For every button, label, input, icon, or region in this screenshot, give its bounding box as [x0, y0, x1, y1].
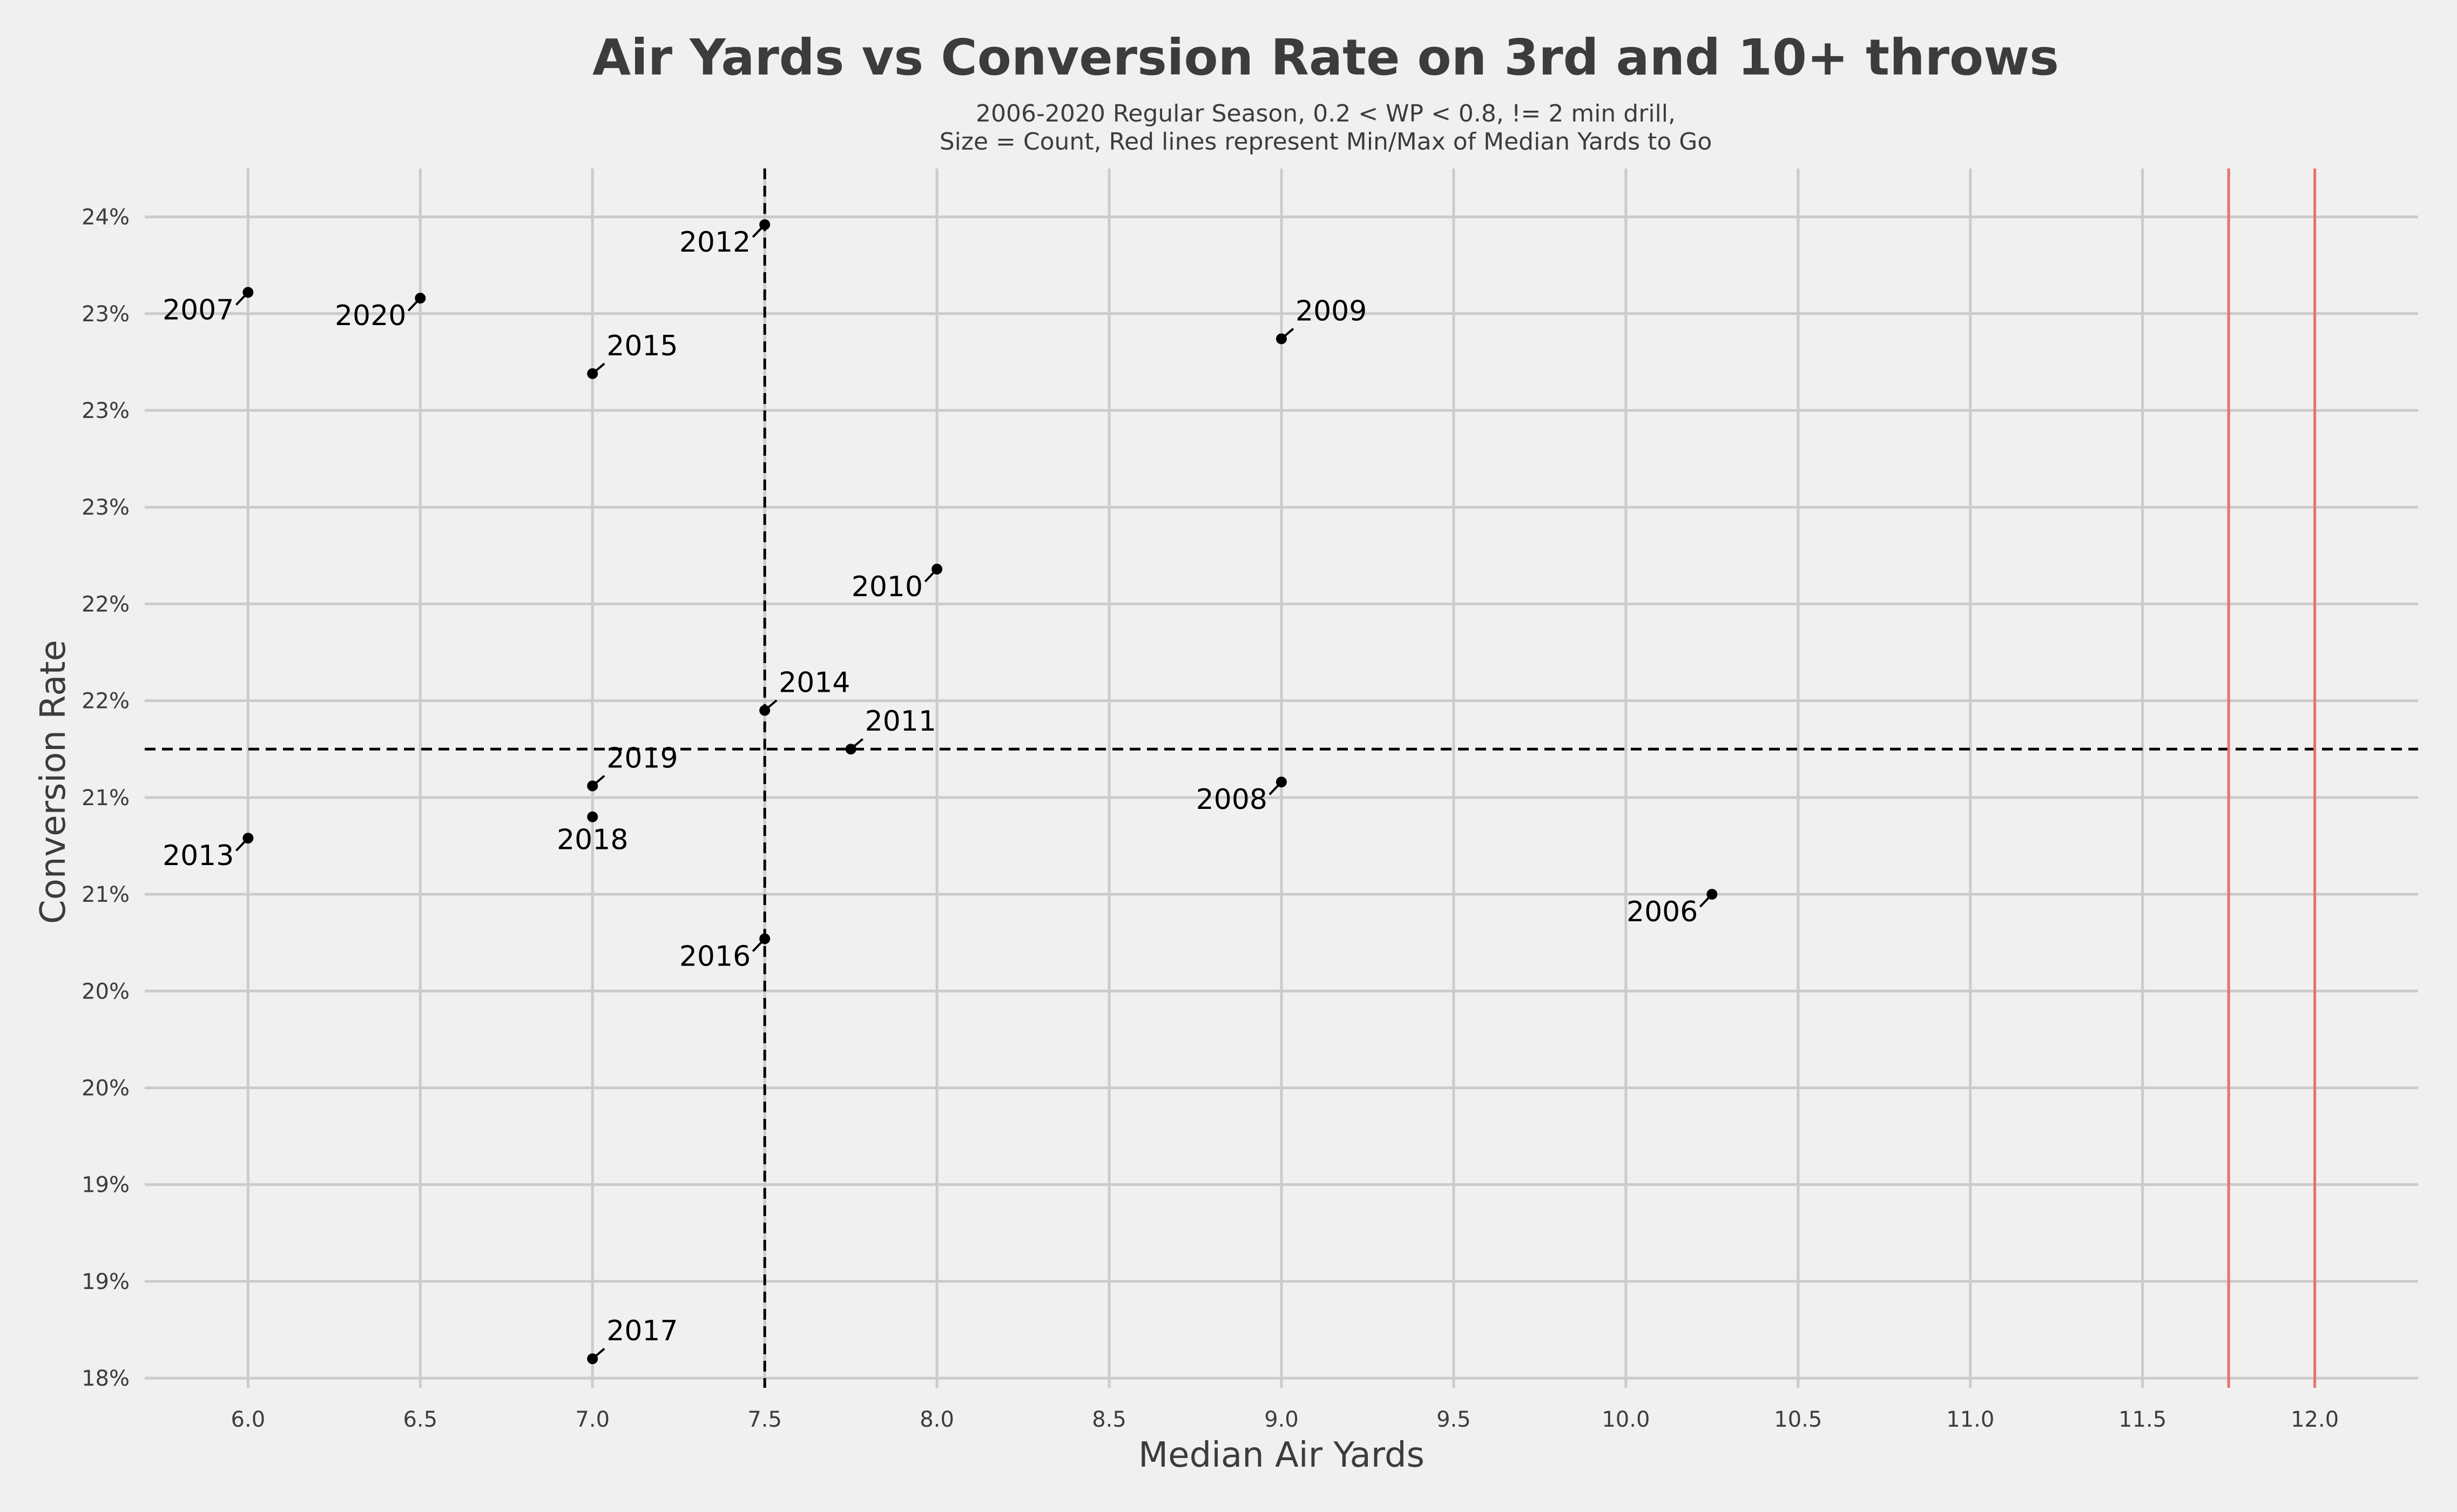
point-label-2013: 2013	[163, 840, 234, 872]
data-point-2012	[759, 219, 771, 230]
data-points: 2006 2007 2008 2009 2010 2011 2012 2013 2014 2015…	[163, 219, 1718, 1365]
data-point-2017	[587, 1353, 598, 1365]
x-tick-label: 6.5	[403, 1407, 437, 1432]
y-tick-label: 18%	[82, 1366, 130, 1391]
point-label-2019: 2019	[606, 742, 678, 774]
point-label-2008: 2008	[1196, 784, 1267, 816]
data-point-2016	[759, 933, 771, 944]
reference-lines	[145, 168, 2418, 1388]
tick-labels: 6.0 6.5 7.0 7.5 8.0 8.5 9.0 9.5 10.0 10.5 11.0 11.5…	[82, 205, 2339, 1432]
point-label-2007: 2007	[163, 294, 234, 326]
point-label-2006: 2006	[1626, 896, 1698, 928]
data-point-2008	[1276, 777, 1287, 788]
data-point-2015	[587, 368, 598, 379]
data-point-2007	[242, 287, 254, 298]
x-tick-label: 9.0	[1264, 1407, 1299, 1432]
x-tick-label: 6.0	[231, 1407, 266, 1432]
data-point-2014	[759, 705, 771, 716]
point-label-2015: 2015	[606, 330, 678, 362]
data-point-2011	[845, 744, 856, 755]
point-label-2009: 2009	[1295, 295, 1367, 327]
point-label-2014: 2014	[779, 667, 850, 699]
x-tick-label: 12.0	[2291, 1407, 2339, 1432]
x-tick-label: 7.5	[747, 1407, 782, 1432]
data-point-2010	[932, 563, 943, 575]
point-label-2018: 2018	[557, 824, 628, 856]
data-point-2006	[1706, 889, 1718, 900]
chart-subtitle-line-2: Size = Count, Red lines represent Min/Ma…	[940, 128, 1712, 156]
y-tick-label: 23%	[82, 495, 130, 520]
y-tick-label: 20%	[82, 1076, 130, 1101]
x-tick-label: 8.5	[1092, 1407, 1126, 1432]
y-tick-label: 23%	[82, 399, 130, 423]
y-tick-label: 21%	[82, 882, 130, 907]
y-tick-label: 22%	[82, 689, 130, 714]
y-tick-label: 24%	[82, 205, 130, 230]
y-tick-label: 19%	[82, 1270, 130, 1294]
y-tick-label: 22%	[82, 592, 130, 617]
y-axis-label: Conversion Rate	[33, 640, 73, 924]
x-axis-label: Median Air Yards	[1138, 1435, 1425, 1475]
point-label-2010: 2010	[852, 571, 923, 603]
y-tick-label: 20%	[82, 979, 130, 1004]
x-tick-label: 11.0	[1946, 1407, 1994, 1432]
data-point-2018	[587, 811, 598, 822]
y-tick-label: 23%	[82, 302, 130, 327]
point-label-2020: 2020	[335, 300, 406, 332]
point-label-2012: 2012	[679, 226, 751, 259]
x-tick-label: 9.5	[1436, 1407, 1471, 1432]
data-point-2013	[242, 833, 254, 844]
data-point-2020	[415, 293, 426, 304]
point-label-2011: 2011	[865, 705, 936, 738]
y-tick-label: 19%	[82, 1173, 130, 1198]
y-tick-label: 21%	[82, 786, 130, 811]
x-tick-label: 10.0	[1602, 1407, 1650, 1432]
data-point-2019	[587, 780, 598, 792]
x-tick-label: 7.0	[575, 1407, 610, 1432]
x-tick-label: 8.0	[920, 1407, 954, 1432]
data-point-2009	[1276, 333, 1287, 345]
point-label-2016: 2016	[679, 940, 751, 973]
chart-title: Air Yards vs Conversion Rate on 3rd and …	[592, 29, 2059, 86]
x-tick-label: 10.5	[1774, 1407, 1822, 1432]
point-label-2017: 2017	[606, 1315, 678, 1347]
chart-subtitle-line-1: 2006-2020 Regular Season, 0.2 < WP < 0.8…	[976, 100, 1676, 127]
x-tick-label: 11.5	[2118, 1407, 2166, 1432]
